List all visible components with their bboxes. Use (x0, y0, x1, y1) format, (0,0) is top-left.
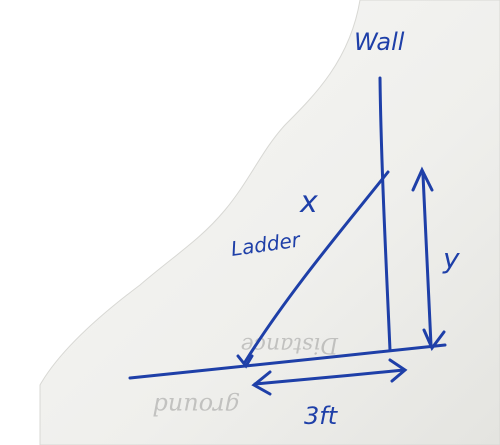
ladder-length-label: x (299, 185, 318, 220)
height-arrow (411, 166, 446, 351)
paper-sheet (39, 0, 500, 445)
wall-line (378, 76, 392, 352)
bleed-through-text-2: ground (152, 392, 240, 420)
wall-label: Wall (354, 28, 405, 56)
ground-line (128, 343, 447, 380)
ladder-line (243, 170, 390, 364)
distance-arrow (251, 358, 408, 396)
height-label: y (442, 242, 460, 275)
ladder-foot-mark (236, 354, 254, 369)
distance-label: 3ft (304, 402, 339, 430)
